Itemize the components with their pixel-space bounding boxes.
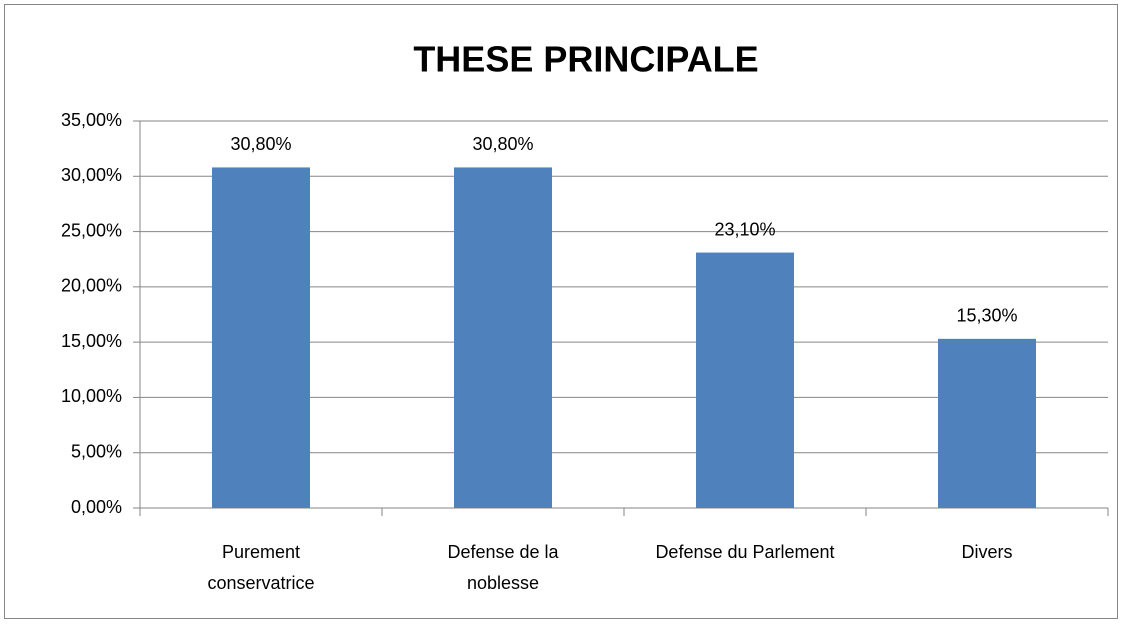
x-tick-label: Divers [961,542,1013,562]
y-tick-label: 30,00% [61,165,122,185]
x-tick-label: Defense de la noblesse [447,542,559,593]
x-tick-label: Purement conservatrice [207,542,315,593]
y-tick-label: 15,00% [61,331,122,351]
data-label: 30,80% [230,134,291,154]
y-tick-label: 5,00% [71,441,122,461]
y-tick-label: 35,00% [61,110,122,130]
x-tick-label: Defense du Parlement [655,542,835,562]
y-tick-label: 0,00% [71,497,122,517]
bar [212,167,310,508]
y-tick-label: 20,00% [61,276,122,296]
data-label: 30,80% [472,134,533,154]
y-tick-label: 25,00% [61,220,122,240]
data-label: 23,10% [714,219,775,239]
data-label: 15,30% [956,306,1017,326]
bar [696,252,794,508]
chart-border [4,4,1118,619]
chart-title: THESE PRINCIPALE [413,39,758,80]
bar [454,167,552,508]
y-tick-label: 10,00% [61,386,122,406]
bar [938,338,1036,508]
